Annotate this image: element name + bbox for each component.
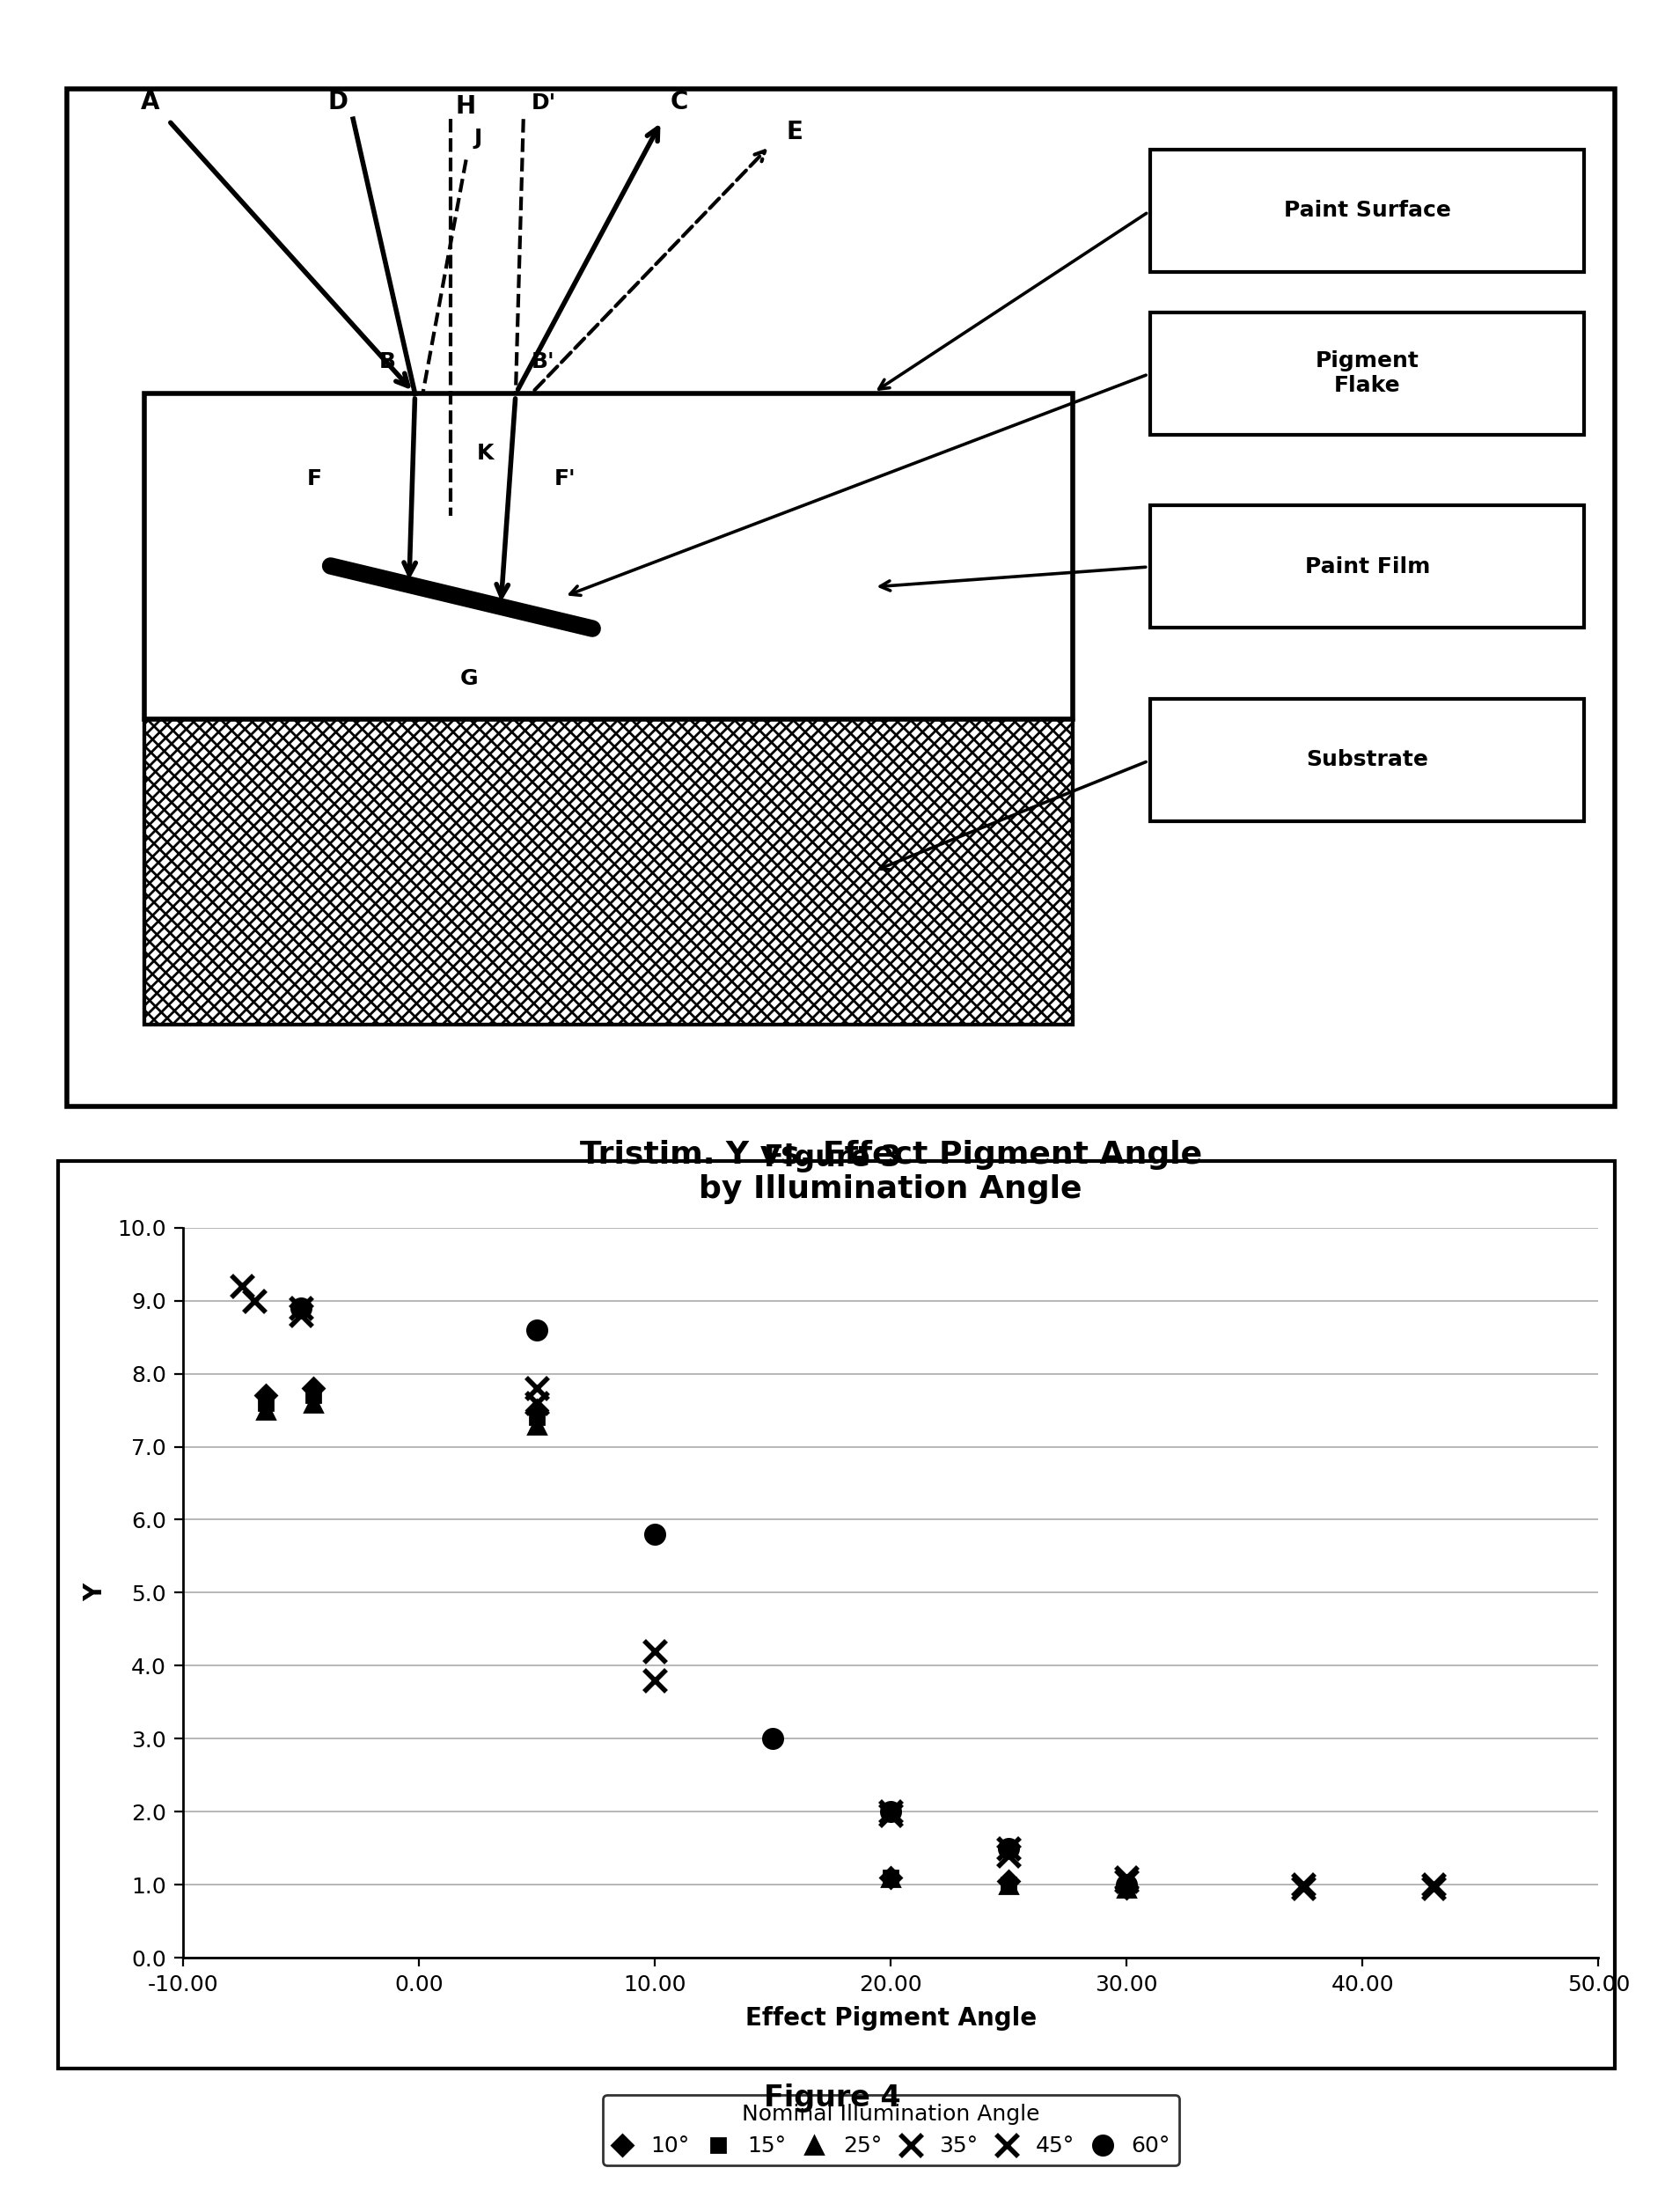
Text: J: J	[475, 128, 481, 148]
Bar	[143, 719, 1074, 1024]
Bar	[1151, 312, 1583, 434]
45°	[1117, 1867, 1137, 1893]
25°	[881, 1865, 901, 1891]
45°	[243, 1287, 263, 1314]
35°	[291, 1294, 311, 1321]
Text: F': F'	[554, 469, 576, 489]
60°	[999, 1836, 1019, 1863]
15°	[526, 1405, 546, 1431]
35°	[881, 1798, 901, 1825]
45°	[1424, 1876, 1444, 1902]
25°	[303, 1389, 323, 1416]
45°	[526, 1389, 546, 1416]
45°	[1294, 1876, 1314, 1902]
Text: Figure 3: Figure 3	[764, 1144, 901, 1172]
45°	[999, 1843, 1019, 1869]
35°	[1424, 1871, 1444, 1898]
Title: Tristim. Y vs. Effect Pigment Angle
by Illumination Angle: Tristim. Y vs. Effect Pigment Angle by I…	[579, 1139, 1202, 1206]
Line: 15°: 15°	[258, 1389, 1134, 1896]
Bar	[143, 719, 1074, 1024]
X-axis label: Effect Pigment Angle: Effect Pigment Angle	[744, 2006, 1037, 2031]
Line: 25°: 25°	[256, 1394, 1136, 1898]
60°	[291, 1294, 311, 1321]
25°	[526, 1411, 546, 1438]
Text: G: G	[460, 668, 478, 690]
60°	[1117, 1871, 1137, 1898]
60°	[644, 1522, 664, 1548]
10°	[303, 1376, 323, 1402]
Line: 35°: 35°	[231, 1274, 1444, 1896]
35°	[644, 1637, 664, 1663]
60°	[763, 1725, 783, 1752]
60°	[526, 1316, 546, 1343]
15°	[881, 1865, 901, 1891]
25°	[999, 1871, 1019, 1898]
Text: B: B	[378, 352, 396, 372]
60°	[881, 1798, 901, 1825]
35°	[526, 1376, 546, 1402]
35°	[231, 1272, 251, 1298]
Text: A: A	[140, 88, 160, 115]
25°	[1117, 1876, 1137, 1902]
Bar	[1151, 699, 1583, 821]
25°	[256, 1398, 276, 1425]
Text: Paint Surface: Paint Surface	[1284, 199, 1450, 221]
Text: Substrate: Substrate	[1305, 750, 1429, 770]
Line: 10°: 10°	[258, 1380, 1134, 1896]
Text: Paint Film: Paint Film	[1305, 555, 1430, 577]
15°	[303, 1382, 323, 1409]
Bar	[143, 394, 1074, 719]
Bar	[1151, 507, 1583, 628]
10°	[256, 1382, 276, 1409]
45°	[291, 1303, 311, 1329]
Text: K: K	[476, 442, 495, 465]
10°	[526, 1398, 546, 1425]
10°	[1117, 1876, 1137, 1902]
Text: E: E	[786, 119, 803, 144]
35°	[999, 1836, 1019, 1863]
Legend: 10°, 15°, 25°, 35°, 45°, 60°: 10°, 15°, 25°, 35°, 45°, 60°	[603, 2095, 1179, 2166]
10°	[881, 1865, 901, 1891]
Text: Pigment
Flake: Pigment Flake	[1315, 349, 1419, 396]
Text: Figure 4: Figure 4	[764, 2084, 901, 2112]
Text: B': B'	[531, 352, 554, 372]
15°	[256, 1389, 276, 1416]
Line: 45°: 45°	[243, 1290, 1444, 1900]
35°	[1117, 1865, 1137, 1891]
Text: D: D	[328, 88, 348, 115]
Text: C: C	[671, 88, 688, 115]
35°	[1294, 1871, 1314, 1898]
45°	[881, 1803, 901, 1829]
45°	[644, 1668, 664, 1694]
10°	[999, 1867, 1019, 1893]
Bar	[1151, 150, 1583, 272]
Y-axis label: Y: Y	[83, 1584, 107, 1601]
Text: H: H	[455, 95, 476, 119]
Text: D': D'	[531, 93, 556, 113]
15°	[999, 1871, 1019, 1898]
15°	[1117, 1876, 1137, 1902]
Line: 60°: 60°	[291, 1298, 1137, 1893]
Text: F: F	[306, 469, 321, 489]
